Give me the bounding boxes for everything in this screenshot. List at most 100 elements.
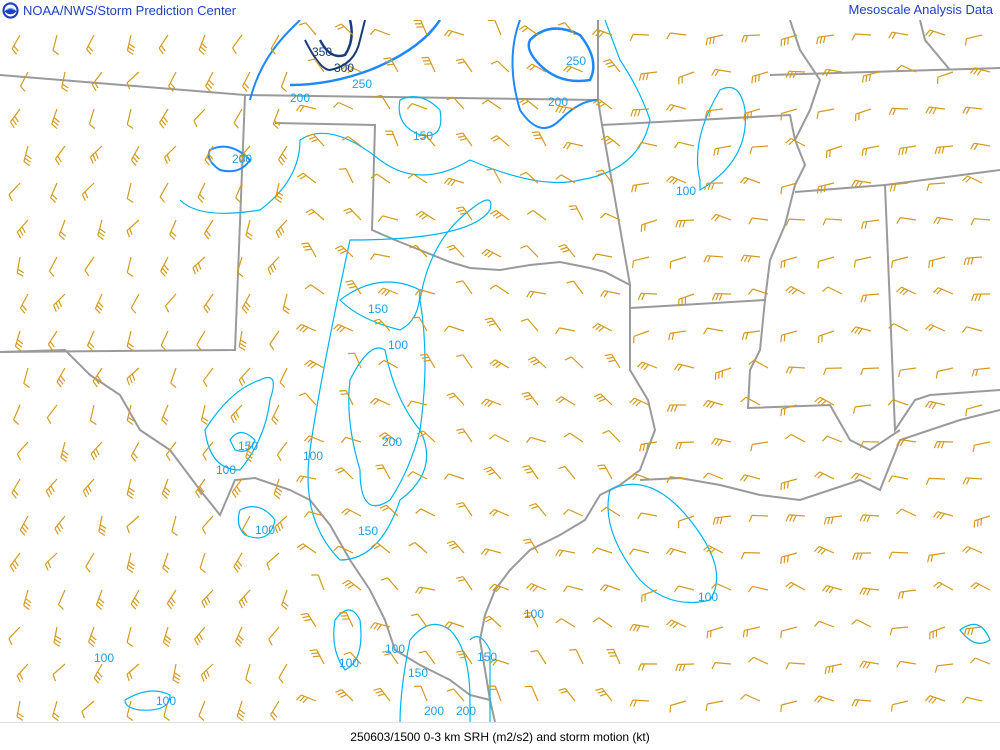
contour-label: 150 [408,666,428,680]
wind-barb [480,548,502,556]
wind-barb [490,135,510,147]
wind-barb [523,612,539,628]
wind-barb [52,663,66,682]
wind-barb [678,293,695,307]
wind-barb [480,398,502,408]
wind-barb [413,685,428,702]
wind-barb [266,552,280,571]
wind-barb [933,441,954,449]
wind-barb [928,256,946,269]
wind-barb [11,34,21,55]
contour-label: 150 [358,524,378,538]
wind-barb [334,245,354,258]
wind-barb [666,32,687,40]
wind-barb [563,432,584,443]
wind-barb [929,626,946,640]
wind-barb [705,34,724,46]
wind-barb [192,256,206,275]
wind-barb [973,515,991,528]
wind-barb [640,219,658,232]
wind-barb [340,436,362,444]
wind-barb [785,514,806,523]
wind-barb [446,244,465,258]
wind-barb [675,219,695,228]
wind-barb [89,404,97,426]
wind-barb [896,438,917,447]
wind-barb [95,589,105,611]
wind-barb [935,367,954,379]
wind-barb [484,317,502,332]
wind-barb [597,464,613,480]
wind-barb [161,478,171,500]
wind-barb [301,242,317,258]
wind-barb [814,396,835,406]
wind-barb [443,473,465,480]
wind-barb [126,367,140,386]
wind-barb [889,626,909,636]
contour-100 [333,609,362,671]
wind-barb [933,216,954,225]
wind-barb [446,688,465,702]
wind-barb [456,576,473,591]
wind-barb [85,552,95,573]
wind-barb [343,651,362,665]
wind-barb [780,552,798,565]
contour-label: 150 [238,439,258,453]
wind-barb [739,474,761,482]
wind-barb [421,56,436,73]
wind-barb [195,478,206,499]
wind-barb [377,287,399,297]
wind-barb [666,404,686,412]
wind-barb [311,574,325,591]
wind-barb [193,108,206,128]
wind-barb [406,103,428,110]
wind-barb [821,585,843,594]
wind-barb [385,130,399,147]
contour-label: 200 [290,91,310,105]
wind-barb [489,508,510,517]
wind-barb [924,400,946,410]
wind-barb [455,280,473,295]
wind-barb [780,478,798,491]
wind-barb [887,399,909,406]
wind-barb [962,106,983,115]
wind-barb [637,512,658,520]
wind-barb [674,363,695,371]
wind-barb [332,101,354,110]
wind-barb [370,173,391,184]
wind-barb [410,613,428,628]
wind-barb [296,543,317,554]
wind-barb [748,585,769,593]
wind-barb [555,174,576,184]
border-line [919,20,951,71]
wind-barb [281,589,289,611]
contour-350 [318,20,353,58]
wind-barb [456,650,473,665]
wind-barb [160,330,169,351]
wind-barb [238,145,251,165]
wind-barb [412,316,428,332]
wind-barb [231,34,243,55]
wind-barb [592,98,613,110]
wind-barb [750,441,769,452]
wind-barb [740,254,761,263]
wind-barb [599,584,621,592]
wind-barb [740,552,761,560]
wind-barb [852,404,872,414]
wind-barb [629,33,650,42]
wind-barb [408,541,428,554]
contour-label: 100 [303,449,323,463]
wind-barb [558,22,576,36]
wind-barb [555,396,576,406]
wind-barb [488,685,502,702]
wind-barb [641,589,658,603]
wind-barb [859,514,880,523]
contour-200 [249,20,599,129]
wind-barb [859,587,880,596]
wind-barb [813,620,835,628]
wind-barb [238,330,247,351]
wind-barb [200,663,214,682]
border-line [789,20,822,141]
wind-barb [235,182,243,204]
wind-barb [299,22,317,36]
